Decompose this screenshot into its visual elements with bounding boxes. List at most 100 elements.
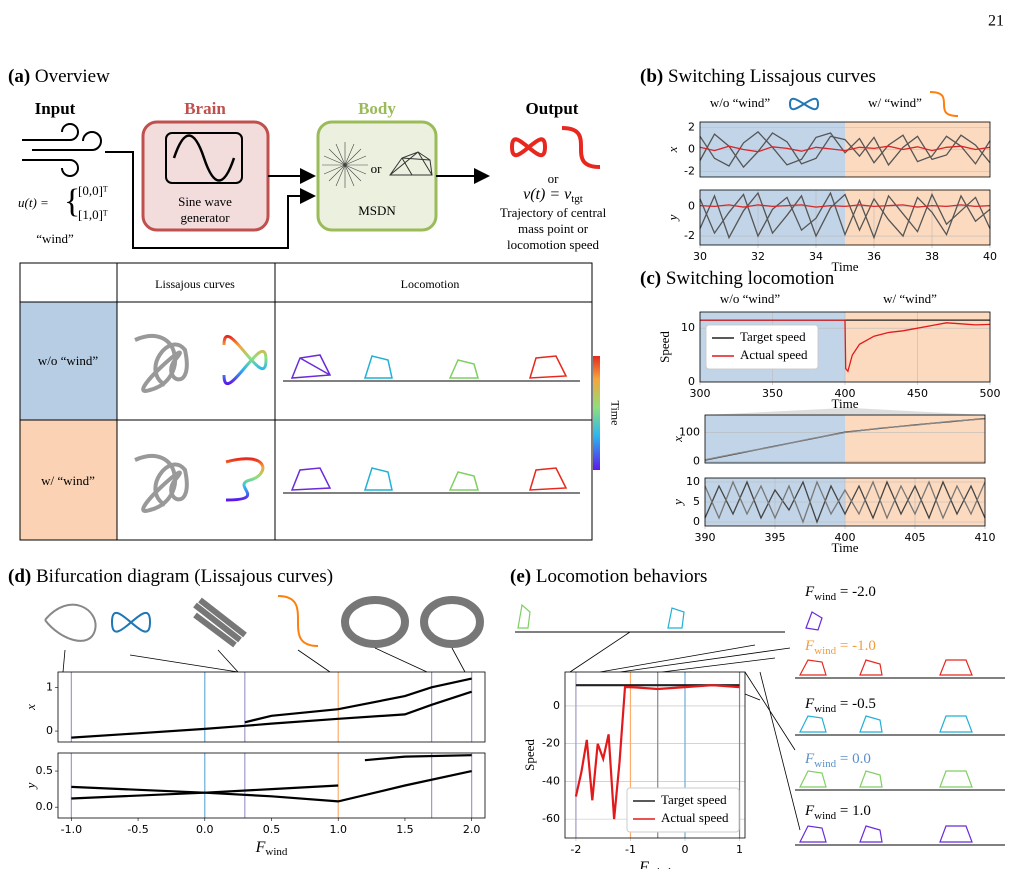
table-row-label: w/o “wind” [38,353,99,368]
overview-table: Lissajous curves Locomotion w/o “wind” w… [19,262,593,541]
output-desc: locomotion speed [507,237,600,252]
f-value: = -1.0 [836,638,876,654]
region-label: w/ “wind” [883,291,937,306]
x-tick-label: 38 [925,250,939,263]
series-line [699,145,991,153]
panel-label: (b) [640,66,663,87]
plot-frame [704,477,986,527]
x-tick-label: 30 [693,250,707,263]
series-line [699,132,991,169]
legend-label: Target speed [740,329,806,344]
legend-box [705,324,819,370]
brace: { [64,183,80,220]
brain-text: generator [180,210,230,225]
x-tick-label: -1.0 [61,823,82,836]
y-axis-label: y [670,499,685,507]
legend-text: w/o “wind” [710,95,771,110]
x-tick-label: 350 [762,387,783,400]
series-line [244,677,472,724]
input-vector: [0,0]ᵀ [78,183,108,198]
x-axis-label: Fwind [638,859,671,869]
y-tick-label: -40 [542,774,560,787]
series-line [574,684,740,820]
series-line [71,690,473,739]
brain-text: Sine wave [178,194,232,209]
x-label-main: Time [832,540,859,555]
panel-heading: (e) Locomotion behaviors [510,566,707,587]
output-desc: mass point or [518,221,589,236]
robots [799,659,973,843]
y-tick-label: -20 [542,737,560,750]
f-wind-label: Fwind = -0.5 [804,696,876,714]
x-tick-label: 0 [682,843,689,856]
table-row-label: w/ “wind” [41,473,95,488]
x-tick-label: 40 [983,250,997,263]
formula-sub: tgt [571,193,583,205]
x-tick-label: 410 [975,531,996,544]
x-tick-label: 1.5 [396,823,414,836]
legend-icon [929,91,959,117]
x-tick-label: 405 [905,531,926,544]
x-tick-label: 395 [765,531,786,544]
lissajous-gradient [225,457,265,502]
lissajous-scribble [134,333,189,393]
table-header: Lissajous curves [155,277,235,291]
x-tick-label: 2.0 [463,823,481,836]
output-heading: Output [526,99,579,118]
series-line [71,770,472,803]
y-axis-label: Speed [522,739,537,771]
y-tick-label: 0 [693,515,700,528]
arrows [105,151,490,249]
series-line [699,131,991,167]
series-line [700,319,991,373]
x-label-main: Time [832,259,859,274]
f-value: = -2.0 [836,584,876,600]
f-main: F [804,638,815,654]
x-tick-label: 36 [867,250,881,263]
x-tick-label: -1 [625,843,636,856]
plot-frame [704,414,986,464]
panel-title: Locomotion behaviors [536,566,708,587]
formula-main: v(t) = v [523,186,572,203]
body-text: MSDN [358,203,396,218]
y-axis-label: y [665,214,680,222]
f-wind-label: Fwind = 0.0 [804,751,871,769]
x-label-main: Time [832,396,859,411]
x-axis-label: Time [832,259,859,274]
x-tick-label: 1 [736,843,743,856]
x-tick-label: -2 [570,843,581,856]
panel-heading: (b) Switching Lissajous curves [640,66,876,87]
wind-label: “wind” [36,231,74,246]
panel-label: (d) [8,566,31,587]
lissajous-icons [44,595,484,673]
x-tick-label: 450 [907,387,928,400]
y-tick-label: 0.0 [36,800,54,813]
legend-box [626,787,740,833]
plot-area [58,753,485,818]
input-heading: Input [35,99,76,118]
panel-label: (e) [510,566,531,587]
series-line [704,480,986,524]
y-tick-label: 0.5 [36,764,54,777]
x-tick-label: 0.5 [263,823,281,836]
output-lissajous [561,126,601,169]
x-label-sub: wind [265,846,288,858]
body-heading: Body [358,99,396,118]
y-tick-label: 1 [46,680,53,693]
f-sub: wind [814,703,837,715]
y-axis-label: Speed [657,331,672,363]
legend-label: Actual speed [740,347,808,362]
f-main: F [804,696,815,712]
table-border [19,262,593,541]
colorbar [593,356,600,470]
table-header: Locomotion [401,277,460,291]
legend-icon [788,97,820,111]
y-axis-label: x [665,146,680,153]
msdn-star [322,142,368,188]
f-sub: wind [814,645,837,657]
row-cell [20,420,117,540]
robots [517,603,823,631]
plot-area [58,672,485,742]
x-tick-label: 500 [980,387,1001,400]
panel-label: (c) [640,268,661,289]
